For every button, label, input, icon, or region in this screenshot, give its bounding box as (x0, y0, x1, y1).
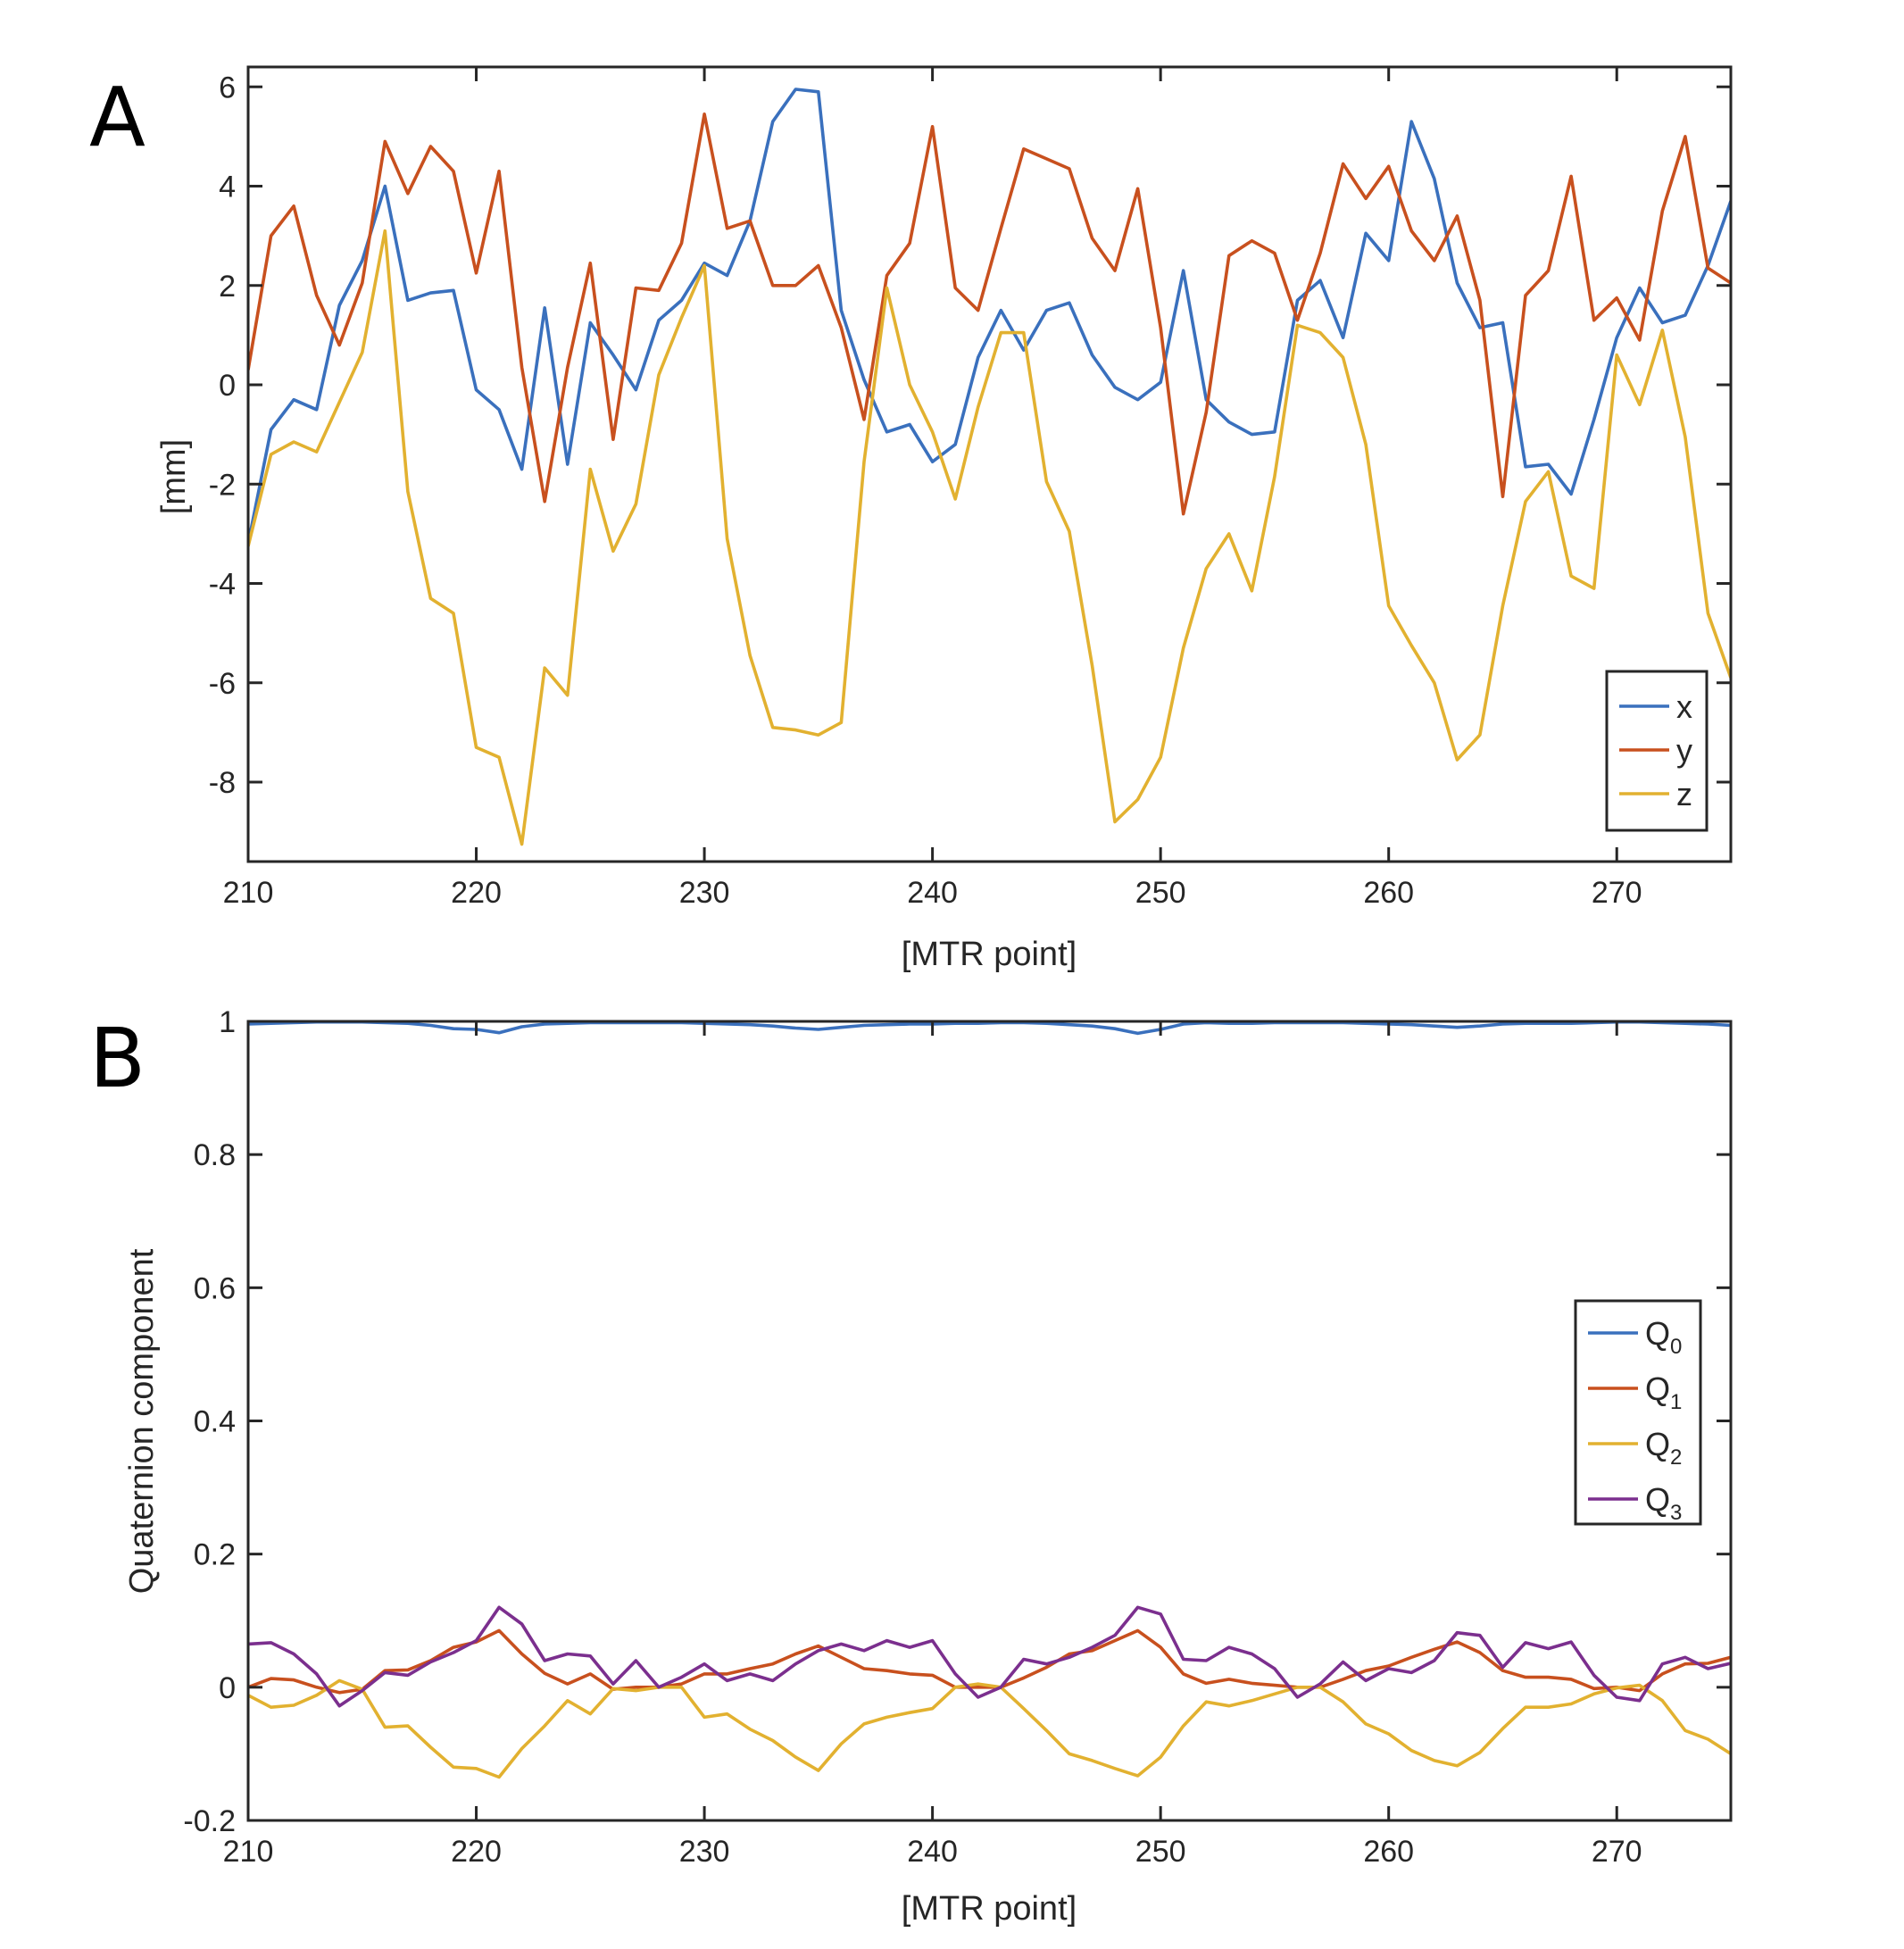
x-tick-label: 210 (223, 876, 274, 910)
y-tick-label: -0.2 (183, 1804, 236, 1838)
legend-entry-name: Q (1645, 1370, 1670, 1407)
x-tick-label: 250 (1135, 1835, 1186, 1869)
x-tick-label: 270 (1592, 1835, 1642, 1869)
legend-entry: Q1 (1645, 1370, 1682, 1414)
x-axis-label-a: [MTR point] (902, 936, 1077, 973)
y-tick-label: -2 (209, 468, 236, 502)
legend-entry-name: Q (1645, 1315, 1670, 1352)
panel-label-b: B (89, 1011, 146, 1106)
y-tick-label: 4 (219, 171, 236, 204)
y-tick-label: 0.8 (194, 1138, 236, 1172)
legend-entry: Q3 (1645, 1481, 1682, 1525)
legend-box (1574, 1299, 1702, 1526)
series-line-q0 (248, 1021, 1731, 1036)
legend-entry-name: y (1676, 732, 1692, 769)
x-axis-label-b: [MTR point] (902, 1890, 1077, 1928)
y-tick-label: -4 (209, 568, 236, 602)
y-tick-label: 0.2 (194, 1538, 236, 1572)
x-tick-label: 230 (679, 1835, 730, 1869)
panel-b: B 210 220 230 240 250 260 270-0.200.20.40.60.8… (89, 1005, 1733, 1928)
x-tick-label: 240 (907, 876, 958, 910)
y-tick-label: 0 (219, 1671, 236, 1705)
legend-entry-name: z (1676, 776, 1692, 812)
legend-entry: Q0 (1645, 1315, 1682, 1359)
y-tick-label: 6 (219, 71, 236, 104)
plot-frame-a (246, 65, 1733, 863)
legend-entry: x (1676, 688, 1692, 725)
x-tick-label: 220 (451, 876, 502, 910)
y-tick-label: -8 (209, 766, 236, 800)
x-tick-label: 230 (679, 876, 730, 910)
series-line-q2 (248, 1678, 1731, 1779)
legend-entry: z (1676, 776, 1692, 812)
y-axis-label-a: [mm] (155, 439, 193, 514)
x-tick-label: 260 (1363, 876, 1414, 910)
legend-entry-name: Q (1645, 1426, 1670, 1462)
x-tick-label: 240 (907, 1835, 958, 1869)
y-tick-label: 2 (219, 270, 236, 304)
legend-entry: Q2 (1645, 1426, 1682, 1470)
y-tick-label: 0.4 (194, 1405, 236, 1439)
series-line-q3 (248, 1605, 1731, 1708)
x-tick-label: 270 (1592, 876, 1642, 910)
y-tick-label: 0.6 (194, 1271, 236, 1305)
series-line-z (248, 229, 1731, 846)
legend-entry-subscript: 0 (1670, 1335, 1682, 1359)
y-axis-label-b: Quaternion component (123, 1248, 161, 1594)
legend-entry-subscript: 3 (1670, 1501, 1682, 1525)
x-tick-label: 260 (1363, 1835, 1414, 1869)
y-tick-label: 1 (219, 1005, 236, 1039)
x-tick-label: 250 (1135, 876, 1186, 910)
y-tick-label: -6 (209, 667, 236, 701)
panel-label-a: A (89, 70, 146, 165)
legend-entry-name: Q (1645, 1481, 1670, 1518)
x-tick-label: 210 (223, 1835, 274, 1869)
legend-entry-subscript: 2 (1670, 1445, 1682, 1470)
legend-entry: y (1676, 732, 1692, 769)
legend-a: xyz (1605, 670, 1709, 832)
series-line-y (248, 112, 1731, 516)
panel-a: A 210 220 230 240 250 260 270 -8 -6 -4 -2 0 2 4 6 [MTR… (89, 65, 1733, 973)
y-tick-label: 0 (219, 369, 236, 403)
legend-entry-name: x (1676, 688, 1692, 725)
series-line-q1 (248, 1628, 1731, 1695)
x-tick-label: 220 (451, 1835, 502, 1869)
legend-entry-subscript: 1 (1670, 1390, 1682, 1414)
